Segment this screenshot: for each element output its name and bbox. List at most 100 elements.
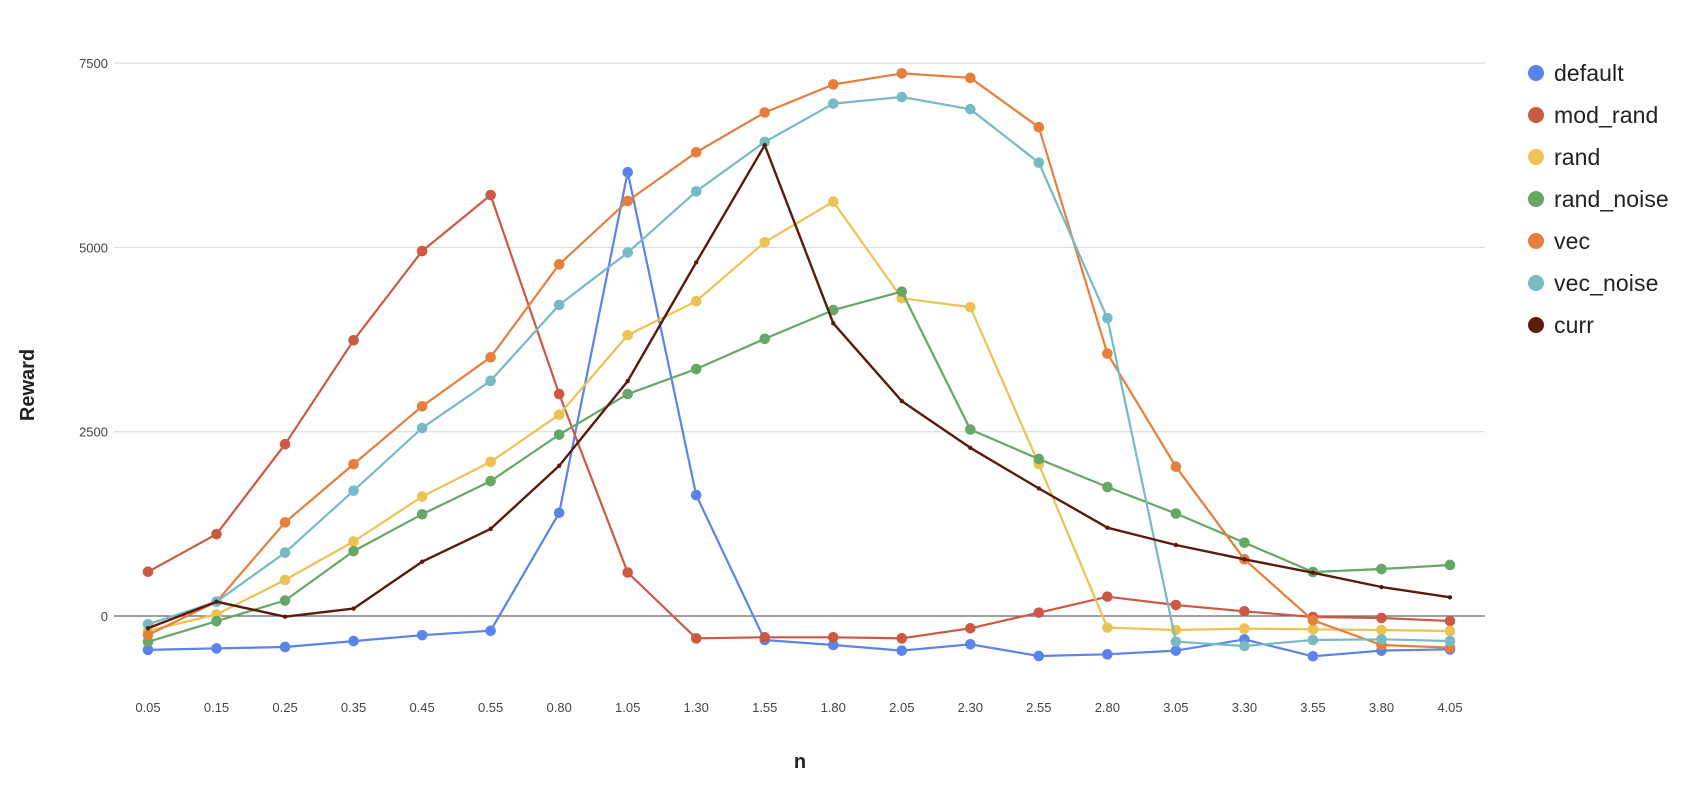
data-point[interactable]	[622, 388, 633, 400]
data-point[interactable]	[485, 375, 496, 387]
data-point[interactable]	[827, 79, 839, 90]
data-point[interactable]	[279, 595, 291, 606]
data-point[interactable]	[351, 606, 356, 611]
data-point[interactable]	[553, 409, 565, 421]
legend-item-vec[interactable]: vec	[1528, 220, 1669, 262]
series-vec-noise[interactable]	[142, 91, 1456, 652]
data-point[interactable]	[759, 136, 771, 148]
series-mod-rand[interactable]	[142, 189, 1456, 644]
data-point[interactable]	[896, 68, 908, 79]
data-point[interactable]	[694, 260, 699, 265]
data-point[interactable]	[279, 641, 291, 653]
data-point[interactable]	[1307, 634, 1319, 646]
data-point[interactable]	[759, 632, 771, 643]
data-point[interactable]	[1102, 348, 1113, 359]
data-point[interactable]	[622, 195, 633, 207]
data-point[interactable]	[282, 614, 288, 619]
data-point[interactable]	[622, 166, 633, 178]
data-point[interactable]	[348, 635, 359, 647]
data-point[interactable]	[211, 643, 222, 654]
data-point[interactable]	[1170, 599, 1182, 611]
data-point[interactable]	[1444, 615, 1456, 627]
legend-item-rand-noise[interactable]: rand_noise	[1528, 178, 1669, 220]
legend-item-default[interactable]: default	[1528, 52, 1669, 94]
data-point[interactable]	[965, 424, 976, 435]
data-point[interactable]	[1033, 607, 1045, 618]
data-point[interactable]	[965, 623, 976, 634]
data-point[interactable]	[827, 639, 839, 651]
legend-item-rand[interactable]: rand	[1528, 136, 1669, 178]
data-point[interactable]	[1239, 640, 1250, 652]
data-point[interactable]	[622, 247, 633, 258]
data-point[interactable]	[965, 72, 976, 84]
data-point[interactable]	[1170, 508, 1182, 519]
data-point[interactable]	[690, 363, 702, 375]
legend-item-mod-rand[interactable]: mod_rand	[1528, 94, 1669, 136]
data-point[interactable]	[279, 517, 291, 528]
data-point[interactable]	[348, 536, 359, 547]
data-point[interactable]	[762, 142, 767, 148]
data-point[interactable]	[488, 526, 493, 532]
data-point[interactable]	[622, 329, 633, 341]
data-point[interactable]	[1242, 557, 1247, 562]
data-point[interactable]	[1307, 624, 1319, 635]
data-point[interactable]	[1102, 622, 1113, 633]
data-point[interactable]	[553, 388, 565, 400]
data-point[interactable]	[1170, 645, 1182, 656]
data-point[interactable]	[1307, 650, 1319, 662]
data-point[interactable]	[690, 147, 702, 158]
data-point[interactable]	[485, 456, 496, 468]
data-point[interactable]	[211, 615, 222, 627]
data-point[interactable]	[1444, 559, 1456, 571]
data-point[interactable]	[279, 438, 291, 450]
data-point[interactable]	[553, 259, 565, 270]
data-point[interactable]	[1033, 157, 1045, 168]
data-point[interactable]	[831, 321, 836, 326]
data-point[interactable]	[553, 299, 565, 311]
data-point[interactable]	[1307, 614, 1319, 626]
data-point[interactable]	[348, 334, 359, 346]
data-point[interactable]	[1170, 461, 1182, 473]
data-point[interactable]	[827, 196, 839, 207]
data-point[interactable]	[690, 633, 702, 644]
legend-item-curr[interactable]: curr	[1528, 304, 1669, 346]
data-point[interactable]	[279, 547, 291, 558]
data-point[interactable]	[896, 91, 908, 103]
series-rand-noise[interactable]	[142, 286, 1456, 648]
data-point[interactable]	[553, 507, 565, 519]
data-point[interactable]	[690, 489, 702, 501]
data-point[interactable]	[1170, 636, 1182, 647]
data-point[interactable]	[416, 508, 428, 520]
data-point[interactable]	[1447, 595, 1453, 600]
data-point[interactable]	[1102, 649, 1113, 660]
data-point[interactable]	[968, 445, 973, 450]
data-point[interactable]	[896, 633, 908, 644]
data-point[interactable]	[899, 398, 904, 404]
data-point[interactable]	[416, 400, 428, 412]
data-point[interactable]	[1444, 625, 1456, 637]
data-point[interactable]	[553, 429, 565, 440]
data-point[interactable]	[827, 632, 839, 643]
data-point[interactable]	[896, 286, 908, 297]
data-point[interactable]	[416, 245, 428, 257]
data-point[interactable]	[1376, 563, 1387, 575]
data-point[interactable]	[1102, 591, 1113, 602]
data-point[interactable]	[485, 625, 496, 637]
series-vec[interactable]	[142, 68, 1456, 653]
data-point[interactable]	[142, 629, 154, 641]
data-point[interactable]	[214, 599, 219, 604]
data-point[interactable]	[1173, 542, 1179, 548]
data-point[interactable]	[485, 475, 496, 487]
data-point[interactable]	[485, 351, 496, 363]
series-default[interactable]	[142, 166, 1456, 662]
data-point[interactable]	[1033, 650, 1045, 662]
data-point[interactable]	[965, 639, 976, 650]
data-point[interactable]	[416, 629, 428, 641]
data-point[interactable]	[419, 559, 425, 564]
data-point[interactable]	[827, 304, 839, 316]
data-point[interactable]	[348, 545, 359, 557]
data-point[interactable]	[1102, 481, 1113, 493]
series-curr[interactable]	[145, 142, 1453, 631]
data-point[interactable]	[348, 458, 359, 470]
data-point[interactable]	[1376, 624, 1387, 636]
